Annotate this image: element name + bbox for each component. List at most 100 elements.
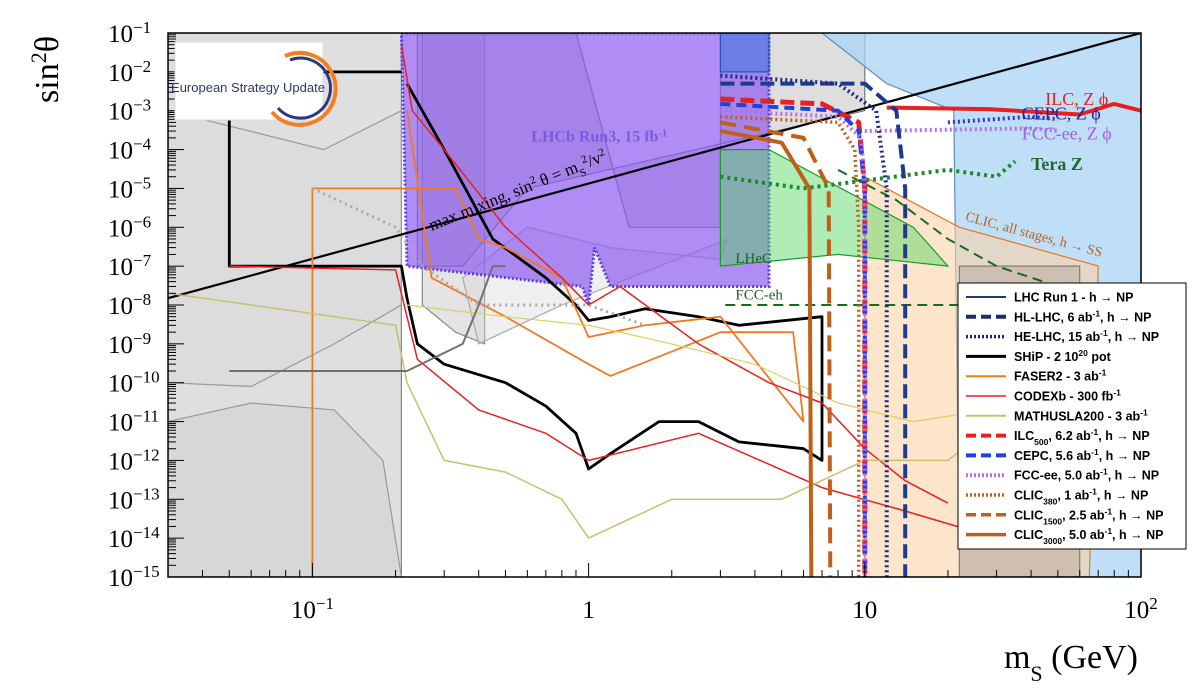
legend-sup: -1 bbox=[1100, 328, 1108, 338]
x-axis-title-sub: S bbox=[1030, 661, 1042, 686]
legend-label: CLIC bbox=[1014, 489, 1043, 503]
legend-tail: , h → NP bbox=[1108, 469, 1159, 483]
curve-2 bbox=[311, 110, 805, 577]
curve-9 bbox=[864, 126, 1059, 133]
excluded-region-1 bbox=[168, 402, 403, 577]
y-axis-title-main: sin bbox=[29, 63, 66, 103]
legend-sup: -1 bbox=[1099, 368, 1107, 378]
annotation-text: FCC-ee, Z ϕ bbox=[1022, 124, 1112, 144]
annotation-0: LHCb Run3, 15 fb-1 bbox=[531, 128, 667, 146]
legend-tail: , h → NP bbox=[1108, 330, 1159, 344]
legend-label: ILC bbox=[1014, 429, 1034, 443]
x-tick-label-1: 1 bbox=[582, 597, 595, 624]
logo-arc-orange bbox=[270, 50, 338, 127]
legend-sup: 20 bbox=[1078, 348, 1088, 358]
legend-label: HE-LHC, 15 ab bbox=[1014, 330, 1100, 344]
x-axis-title-unit: (GeV) bbox=[1043, 639, 1138, 676]
legend-tail: , h → NP bbox=[1100, 310, 1151, 324]
curve-21 bbox=[229, 265, 506, 372]
legend-tail2: , h → NP bbox=[1112, 528, 1163, 542]
legend-entry-8: CEPC, 5.6 ab-1, h → NP bbox=[1014, 447, 1150, 463]
legend-entry-7: ILC500, 6.2 ab-1, h → NP bbox=[1014, 427, 1150, 447]
y-tick-label-exp: −5 bbox=[133, 173, 151, 192]
y-tick-label-5: 10−6 bbox=[108, 212, 151, 243]
legend-entry-6: MATHUSLA200 - 3 ab-1 bbox=[1014, 407, 1148, 423]
y-tick-label-9: 10−10 bbox=[108, 367, 160, 398]
legend-entry-1: HL-LHC, 6 ab-1, h → NP bbox=[1014, 308, 1151, 324]
legend-entry-10: CLIC380, 1 ab-1, h → NP bbox=[1014, 487, 1148, 507]
legend-entry-5: CODEXb - 300 fb-1 bbox=[1014, 388, 1121, 404]
legend-label: FCC-ee, 5.0 ab bbox=[1014, 469, 1101, 483]
y-tick-label-exp: −14 bbox=[133, 523, 160, 542]
y-tick-label-exp: −4 bbox=[133, 134, 152, 153]
legend-label: SHiP - 2 10 bbox=[1014, 350, 1078, 364]
curve-0 bbox=[168, 33, 1141, 300]
y-tick-label-base: 10 bbox=[108, 293, 133, 320]
european-strategy-logo: European Strategy Update bbox=[171, 41, 338, 127]
legend-sup: -1 bbox=[1100, 467, 1108, 477]
y-tick-label-exp: −7 bbox=[133, 251, 152, 270]
y-tick-label-exp: −6 bbox=[133, 212, 151, 231]
legend-tail2: , h → NP bbox=[1112, 508, 1163, 522]
legend-label: CEPC, 5.6 ab bbox=[1014, 449, 1091, 463]
legend-label: CODEXb - 300 fb bbox=[1014, 390, 1114, 404]
legend-tail2: , h → NP bbox=[1097, 489, 1148, 503]
y-tick-label-14: 10−15 bbox=[108, 562, 160, 593]
legend-label: LHC Run 1 - h → NP bbox=[1014, 291, 1133, 305]
y-tick-label-exp: −13 bbox=[133, 484, 160, 503]
annotation-5: Tera Z bbox=[1031, 154, 1083, 174]
logo-arc-blue bbox=[276, 56, 332, 120]
x-tick-label-base: 10 bbox=[1124, 597, 1149, 624]
legend-entry-12: CLIC3000, 5.0 ab-1, h → NP bbox=[1014, 526, 1163, 546]
curve-14 bbox=[720, 96, 868, 577]
legend-tail: , 5.0 ab bbox=[1062, 528, 1105, 542]
legend-tail: , 2.5 ab bbox=[1062, 508, 1105, 522]
annotation-sup2: 2 bbox=[579, 153, 589, 166]
x-tick-label-0: 10−1 bbox=[291, 594, 334, 625]
x-tick-label-3: 102 bbox=[1124, 594, 1158, 625]
curve-7 bbox=[886, 101, 1141, 117]
y-tick-label-base: 10 bbox=[108, 254, 133, 281]
legend: LHC Run 1 - h → NP HL-LHC, 6 ab-1, h → NP… bbox=[957, 282, 1187, 550]
annotation-sup3: 2 bbox=[597, 146, 607, 159]
legend-sup: -1 bbox=[1092, 308, 1100, 318]
y-tick-label-base: 10 bbox=[108, 565, 133, 592]
legend-entry-11: CLIC1500, 2.5 ab-1, h → NP bbox=[1014, 506, 1163, 526]
y-tick-label-base: 10 bbox=[108, 215, 133, 242]
annotation-text: LHCb Run3, 15 fb bbox=[531, 129, 658, 146]
legend-label: MATHUSLA200 - 3 ab bbox=[1014, 409, 1141, 423]
legend-tail: , 6.2 ab bbox=[1048, 429, 1091, 443]
x-axis-title: mS (GeV) bbox=[1004, 639, 1138, 686]
annotation-text: ILC, Z ϕ bbox=[1045, 89, 1108, 109]
legend-tail2: , h → NP bbox=[1098, 429, 1149, 443]
y-tick-label-3: 10−4 bbox=[108, 134, 152, 165]
legend-entry-2: HE-LHC, 15 ab-1, h → NP bbox=[1014, 328, 1159, 344]
annotation-sub: S bbox=[578, 166, 588, 179]
y-tick-label-4: 10−5 bbox=[108, 173, 151, 204]
curve-12 bbox=[720, 81, 908, 577]
legend-sub: 3000 bbox=[1043, 536, 1062, 546]
y-tick-label-exp: −11 bbox=[133, 406, 159, 425]
y-tick-label-11: 10−12 bbox=[108, 445, 160, 476]
x-tick-label-base: 1 bbox=[582, 597, 595, 624]
y-tick-label-10: 10−11 bbox=[108, 406, 159, 437]
y-tick-label-exp: −9 bbox=[133, 328, 151, 347]
logo-text: European Strategy Update bbox=[171, 80, 325, 95]
curve-19 bbox=[720, 129, 814, 577]
y-tick-label-base: 10 bbox=[108, 487, 133, 514]
legend-sup: -1 bbox=[1089, 487, 1097, 497]
y-tick-label-base: 10 bbox=[108, 448, 133, 475]
curve-11 bbox=[720, 169, 1059, 306]
legend-label: FASER2 - 3 ab bbox=[1014, 370, 1099, 384]
y-tick-label-7: 10−8 bbox=[108, 290, 151, 321]
legend-tail: , 1 ab bbox=[1057, 489, 1089, 503]
sensitivity-curves bbox=[168, 33, 1141, 577]
legend-label: CLIC bbox=[1014, 528, 1043, 542]
y-tick-label-8: 10−9 bbox=[108, 328, 151, 359]
legend-entry-3: SHiP - 2 1020 pot bbox=[1014, 348, 1112, 364]
y-tick-label-exp: −10 bbox=[133, 367, 160, 386]
curve-1 bbox=[227, 70, 824, 471]
x-tick-label-exp: 2 bbox=[1149, 594, 1158, 613]
y-tick-label-base: 10 bbox=[108, 410, 133, 437]
y-tick-label-base: 10 bbox=[108, 99, 133, 126]
